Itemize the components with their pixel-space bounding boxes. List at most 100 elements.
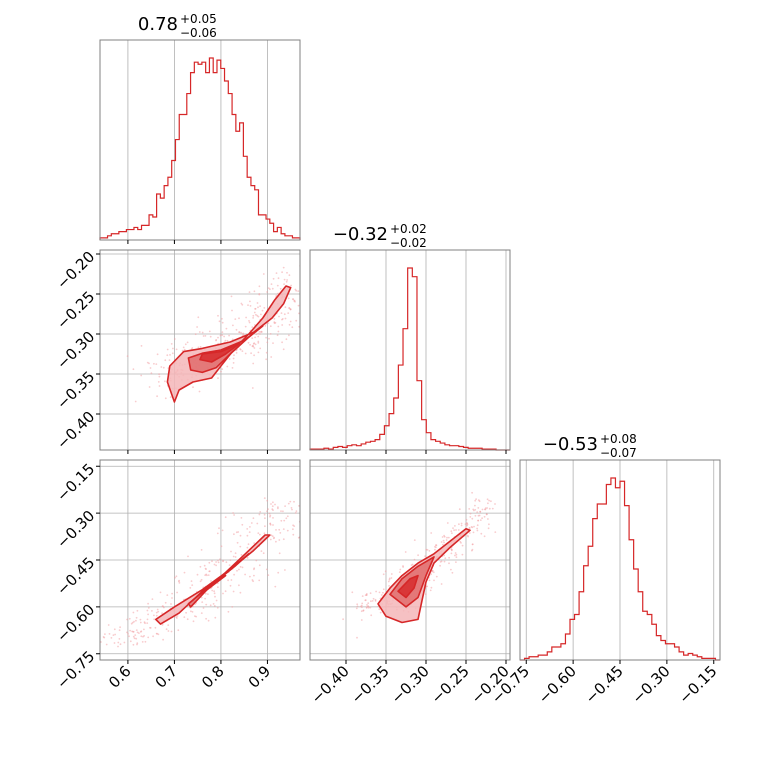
sample-point (209, 604, 212, 607)
sample-point (158, 373, 161, 376)
sample-point (196, 573, 199, 576)
sample-point (161, 623, 164, 626)
sample-point (294, 512, 297, 514)
sample-point (369, 592, 372, 595)
sample-point (236, 541, 239, 544)
sample-point (466, 522, 468, 524)
sample-point (265, 336, 267, 339)
sample-point (269, 325, 272, 328)
sample-point (227, 579, 230, 582)
sample-point (313, 522, 315, 524)
sample-point (442, 539, 445, 542)
sample-point (293, 525, 296, 527)
sample-point (382, 588, 385, 591)
histogram-panel-0: 0.78 +0.05−0.06 (99, 12, 301, 244)
sample-point (249, 305, 252, 307)
sample-point (240, 331, 243, 334)
sample-point (291, 326, 294, 329)
sample-point (233, 514, 236, 516)
sample-point (486, 498, 489, 501)
sample-point (171, 597, 173, 599)
sample-point (476, 529, 479, 532)
sample-point (168, 359, 171, 361)
sample-point (126, 631, 128, 634)
sample-point (220, 545, 223, 548)
sample-point (117, 641, 120, 644)
sample-point (161, 605, 164, 608)
sample-point (434, 548, 436, 551)
sample-point (132, 630, 135, 633)
sample-point (297, 290, 300, 292)
sample-point (413, 539, 416, 541)
sample-point (361, 602, 364, 605)
histogram-panel-1: −0.32 +0.02−0.02 (309, 222, 511, 454)
sample-point (224, 339, 227, 342)
sample-point (430, 532, 433, 534)
sample-point (444, 557, 447, 560)
sample-point (252, 362, 255, 365)
sample-point (251, 337, 254, 339)
sample-point (454, 554, 456, 557)
sample-point (331, 500, 333, 502)
sample-point (238, 584, 240, 587)
sample-point (155, 614, 158, 617)
y-tick-label: −0.25 (53, 288, 98, 333)
sample-point (470, 526, 473, 528)
panel-content (100, 497, 333, 648)
sample-point (187, 555, 189, 558)
sample-point (119, 643, 122, 646)
sample-point (202, 607, 205, 609)
sample-point (135, 616, 138, 619)
sample-point (222, 559, 225, 562)
sample-point (455, 556, 458, 558)
sample-point (429, 589, 432, 592)
sample-point (156, 608, 159, 611)
sample-point (194, 615, 196, 617)
sample-point (361, 595, 364, 597)
sample-point (244, 352, 247, 355)
sample-point (483, 515, 486, 518)
sample-point (253, 574, 255, 577)
sample-point (258, 579, 261, 582)
sample-point (307, 309, 309, 311)
sample-point (255, 313, 257, 316)
sample-point (443, 554, 445, 557)
sample-point (471, 517, 474, 520)
sample-point (198, 390, 201, 393)
sample-point (160, 366, 163, 368)
sample-point (277, 292, 279, 295)
sample-point (468, 527, 471, 529)
sample-point (286, 271, 288, 274)
sample-point (164, 601, 167, 604)
sample-point (211, 560, 213, 563)
sample-point (428, 550, 431, 552)
sample-point (278, 552, 281, 555)
sample-point (304, 501, 306, 503)
sample-point (191, 611, 194, 613)
sample-point (149, 626, 151, 629)
x-tick-label: −0.40 (308, 662, 353, 707)
sample-point (163, 606, 165, 609)
sample-point (209, 335, 212, 338)
sample-point (252, 314, 255, 317)
sample-point (277, 571, 280, 574)
sample-point (474, 514, 477, 517)
sample-point (480, 532, 483, 535)
sample-point (257, 340, 260, 343)
sample-point (199, 565, 202, 568)
sample-point (267, 574, 270, 576)
sample-point (126, 355, 129, 357)
sample-point (285, 338, 288, 341)
sample-point (286, 529, 289, 532)
sample-point (469, 516, 472, 518)
sample-point (286, 515, 289, 518)
sample-point (102, 636, 105, 638)
panel-content (126, 265, 309, 403)
sample-point (192, 620, 195, 623)
sample-point (158, 375, 161, 378)
sample-point (148, 386, 151, 388)
sample-point (175, 348, 178, 351)
sample-point (364, 599, 367, 601)
sample-point (306, 533, 308, 535)
sample-point (316, 507, 318, 509)
